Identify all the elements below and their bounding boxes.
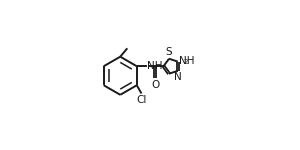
Text: Cl: Cl — [136, 95, 147, 105]
Text: N: N — [174, 72, 182, 82]
Text: NH: NH — [147, 61, 162, 71]
Text: NH: NH — [179, 56, 195, 66]
Text: S: S — [165, 47, 172, 57]
Text: O: O — [151, 80, 159, 90]
Text: 2: 2 — [183, 59, 188, 65]
